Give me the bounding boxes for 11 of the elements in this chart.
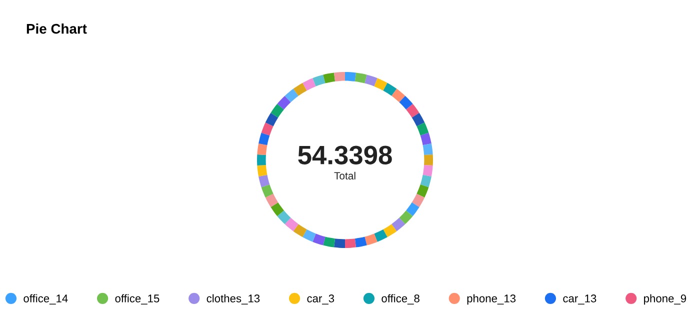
legend-label: office_15 — [115, 294, 160, 304]
legend-label: phone_13 — [467, 294, 516, 305]
legend-label: office_14 — [24, 294, 68, 304]
legend-label: clothes_13 — [206, 294, 260, 304]
legend-label: car_13 — [563, 294, 596, 304]
legend-label: office_8 — [382, 294, 420, 304]
legend-label: phone_9 — [644, 294, 686, 305]
text: 54.3398 — [298, 146, 392, 164]
legend-label: car_3 — [307, 294, 334, 304]
text: Total — [334, 172, 356, 180]
chart-title: Pie Chart — [26, 24, 87, 34]
